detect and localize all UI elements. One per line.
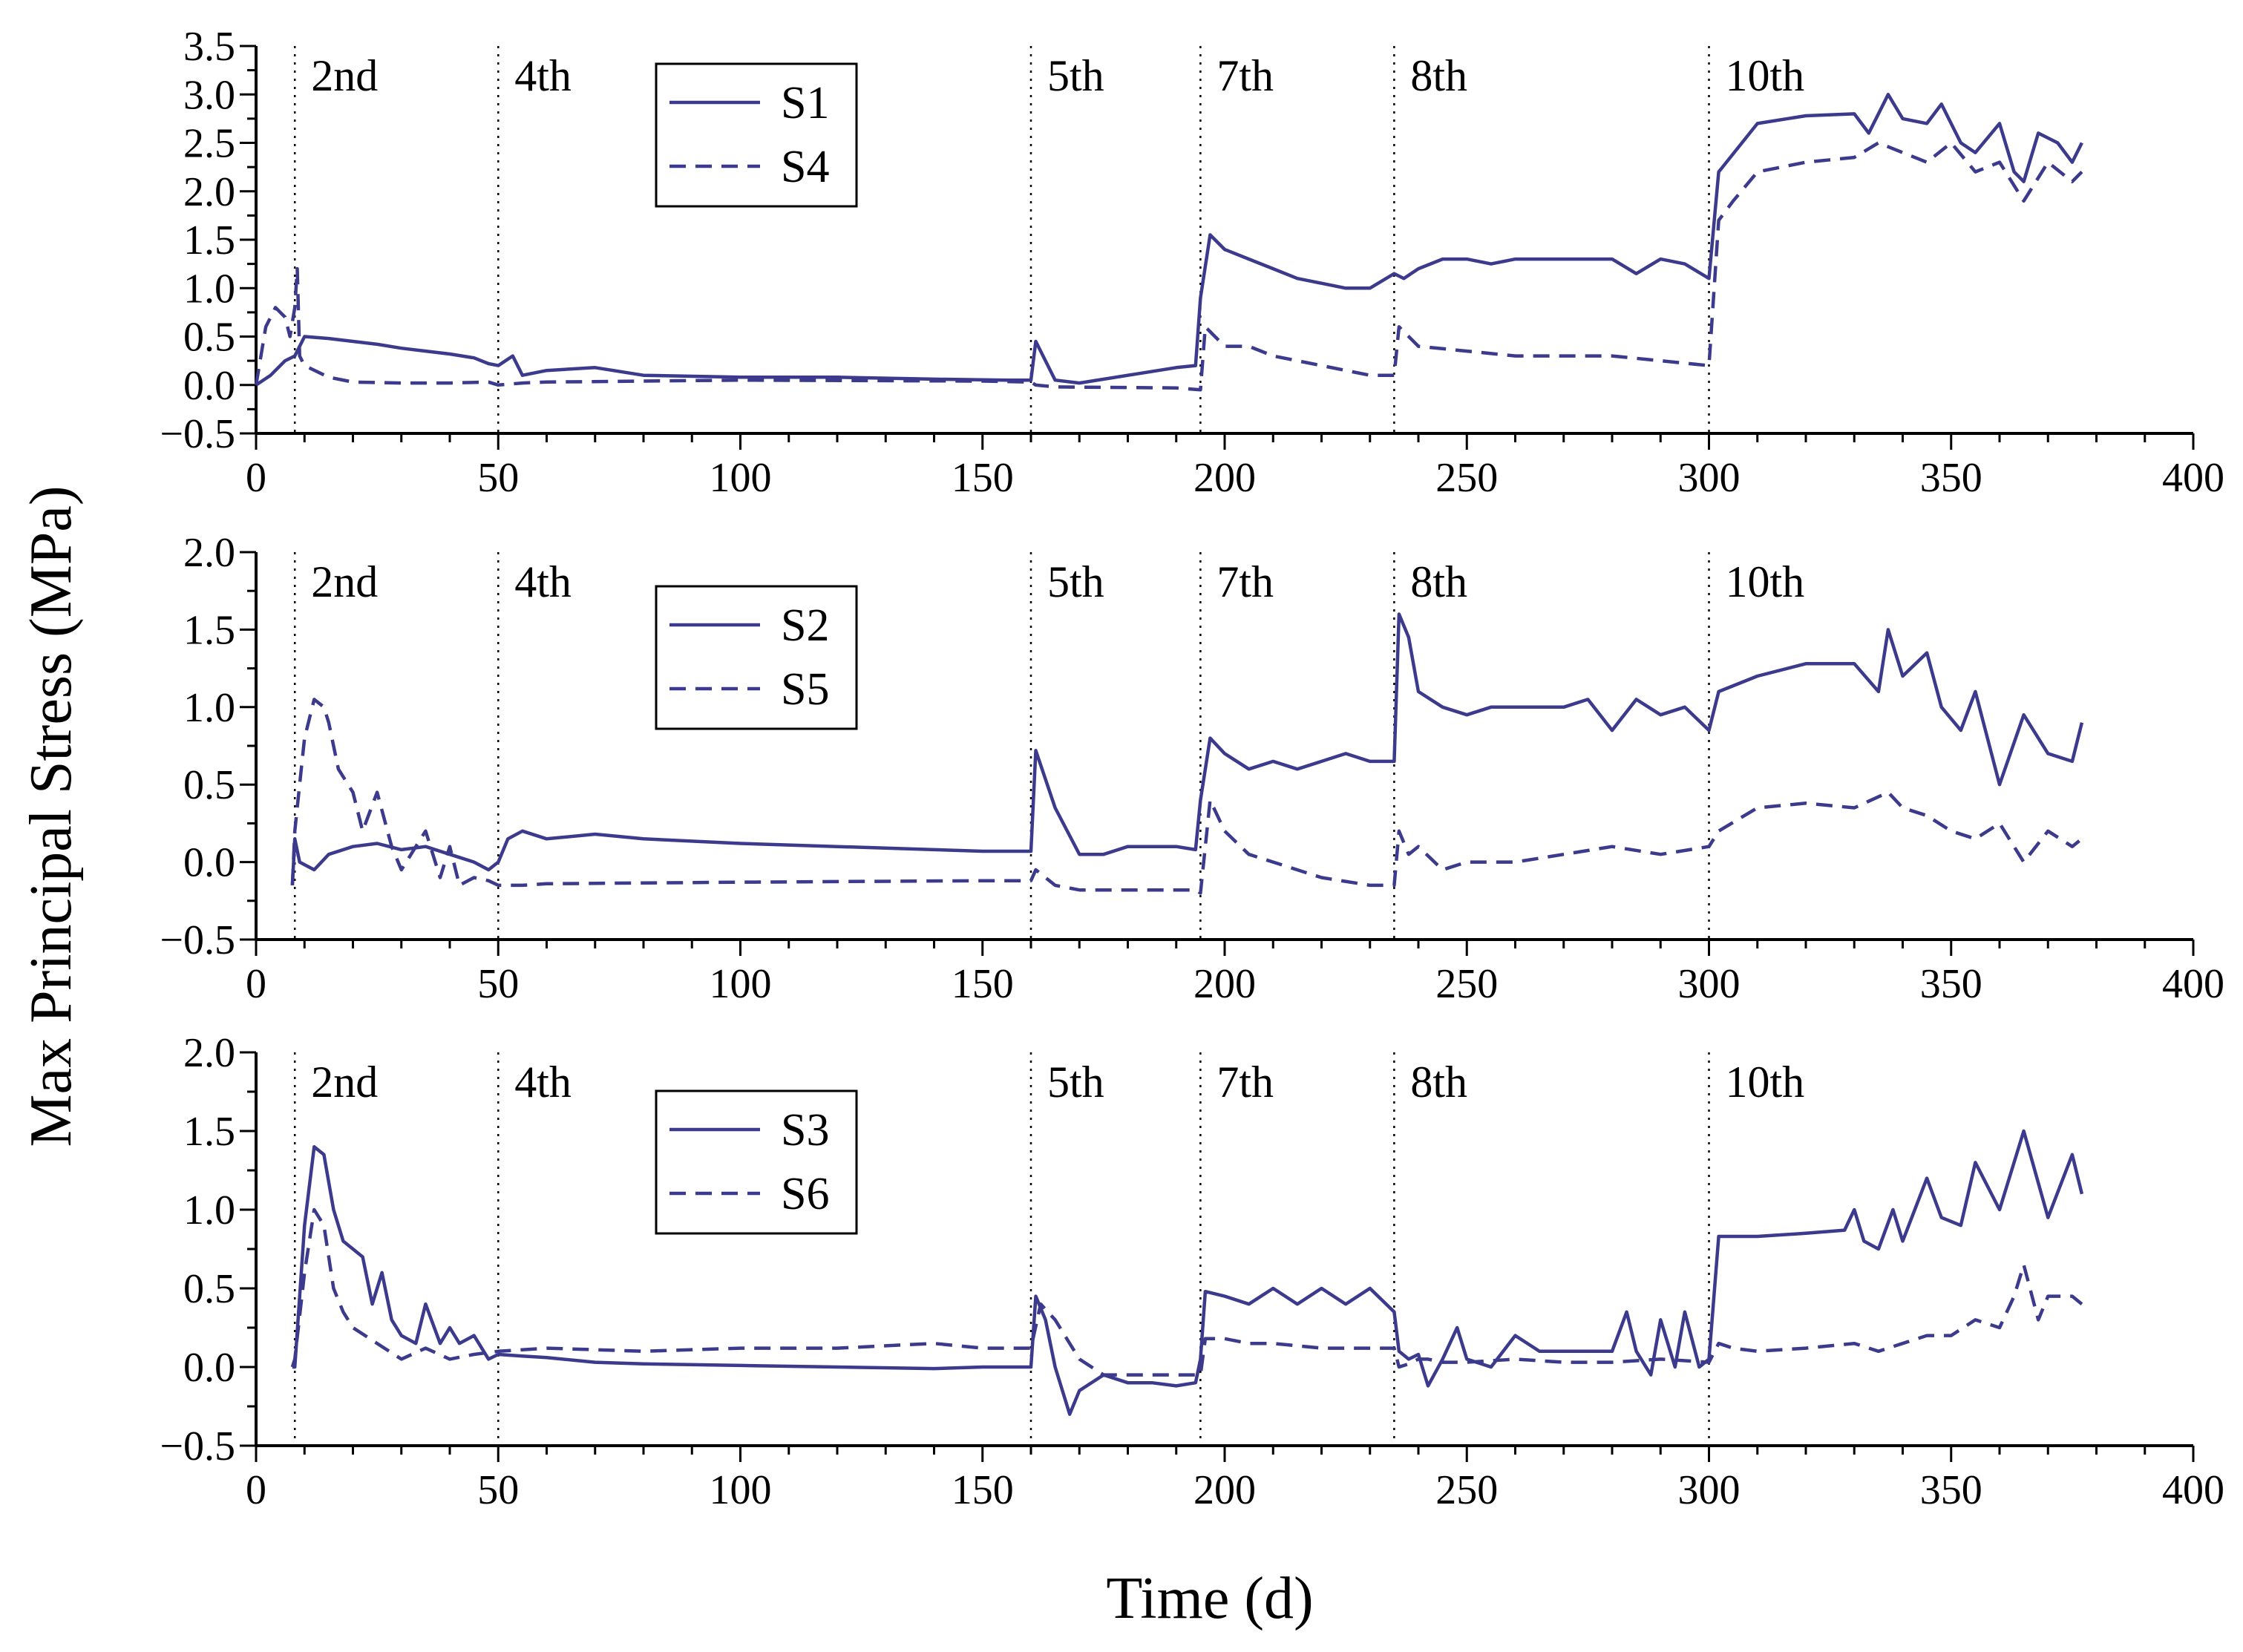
stage-label: 8th: [1410, 1058, 1467, 1107]
y-tick-label: 1.5: [183, 217, 235, 263]
y-tick-label: 0.0: [183, 1345, 235, 1391]
y-tick-label: 1.0: [183, 1187, 235, 1233]
y-tick-label: 1.0: [183, 685, 235, 731]
stage-label: 10th: [1726, 557, 1805, 606]
stage-label: 4th: [514, 51, 572, 100]
y-tick-label: 1.0: [183, 266, 235, 312]
stage-label: 10th: [1726, 1058, 1805, 1107]
y-tick-label: 2.5: [183, 121, 235, 167]
stage-label: 8th: [1410, 51, 1467, 100]
legend-label-S3: S3: [781, 1105, 829, 1156]
y-tick-label: 1.5: [183, 1109, 235, 1155]
x-tick-label: 400: [2162, 1467, 2224, 1513]
stage-label: 10th: [1726, 51, 1805, 100]
stage-label: 2nd: [311, 51, 378, 100]
x-tick-label: 400: [2162, 961, 2224, 1007]
x-tick-label: 50: [477, 1467, 519, 1513]
x-tick-label: 200: [1193, 1467, 1256, 1513]
x-tick-label: 0: [246, 961, 266, 1007]
x-tick-label: 50: [477, 961, 519, 1007]
x-tick-label: 350: [1920, 1467, 1982, 1513]
legend-label-S6: S6: [781, 1169, 829, 1219]
y-tick-label: 2.0: [183, 1030, 235, 1076]
x-tick-label: 350: [1920, 455, 1982, 501]
series-line-S5: [290, 698, 2083, 895]
y-tick-label: 0.0: [183, 363, 235, 409]
legend-label-S2: S2: [781, 600, 829, 651]
legend-box: [655, 1089, 858, 1235]
x-tick-label: 150: [952, 1467, 1014, 1513]
stage-label: 7th: [1217, 1058, 1274, 1107]
x-tick-label: 250: [1435, 1467, 1498, 1513]
y-tick-label: 1.5: [183, 607, 235, 653]
stage-label: 4th: [514, 557, 572, 606]
chart-panel-top: 0 50 100 150 200 250 300 350 400 −0.50.00.51.01.5…: [160, 24, 2224, 501]
x-tick-label: 400: [2162, 455, 2224, 501]
series-line-S3: [292, 1129, 2084, 1416]
stage-label: 5th: [1047, 557, 1104, 606]
series-line-S4: [254, 141, 2083, 392]
legend-label-S4: S4: [781, 142, 829, 192]
series-line-S2: [290, 612, 2084, 886]
x-tick-label: 150: [952, 961, 1014, 1007]
x-tick-label: 100: [710, 961, 772, 1007]
x-tick-label: 350: [1920, 961, 1982, 1007]
stage-label: 5th: [1047, 51, 1104, 100]
x-tick-label: 100: [710, 455, 772, 501]
y-tick-label: 2.0: [183, 169, 235, 215]
x-tick-label: 300: [1678, 455, 1741, 501]
stage-label: 2nd: [311, 557, 378, 606]
y-tick-label: 3.0: [183, 72, 235, 118]
y-tick-label: 0.5: [183, 1266, 235, 1312]
legend-box: [655, 62, 858, 208]
stage-label: 5th: [1047, 1058, 1104, 1107]
x-tick-label: 100: [710, 1467, 772, 1513]
x-tick-label: 150: [952, 455, 1014, 501]
legend-box: [655, 585, 858, 730]
stage-label: 4th: [514, 1058, 572, 1107]
panels: 0 50 100 150 200 250 300 350 400−0.50.00.51.01.5…: [160, 24, 2224, 1513]
chart-panel-middle: 0 50 100 150 200 250 300 350 400 −0.5 0.0 0.5 1.0 1.5…: [160, 530, 2224, 1007]
series-line-S6: [290, 1207, 2083, 1377]
x-tick-label: 300: [1678, 1467, 1741, 1513]
stage-label: 7th: [1217, 557, 1274, 606]
x-tick-label: 50: [477, 455, 519, 501]
x-tick-label: 200: [1193, 961, 1256, 1007]
series-line-S1: [255, 93, 2083, 387]
legend-label-S1: S1: [781, 78, 829, 128]
y-tick-label: 2.0: [183, 530, 235, 576]
y-tick-label: 0.5: [183, 315, 235, 361]
x-tick-label: 300: [1678, 961, 1741, 1007]
stage-label: 7th: [1217, 51, 1274, 100]
x-tick-label: 250: [1435, 961, 1498, 1007]
x-tick-label: 0: [246, 455, 266, 501]
y-tick-label: −0.5: [160, 1423, 235, 1469]
y-tick-label: −0.5: [160, 411, 235, 457]
x-tick-label: 0: [246, 1467, 266, 1513]
chart-panel-bottom: 0 50 100 150 200 250 300 350 400 −0.5 0.0 0.5 1.0 1.5…: [160, 1030, 2224, 1513]
stage-label: 8th: [1410, 557, 1467, 606]
y-tick-label: −0.5: [160, 917, 235, 963]
y-tick-label: 0.0: [183, 840, 235, 886]
y-axis-title: Max Principal Stress (MPa): [19, 485, 84, 1147]
x-axis-title: Time (d): [1106, 1566, 1313, 1631]
y-tick-label: 0.5: [183, 762, 235, 808]
x-tick-label: 250: [1435, 455, 1498, 501]
y-tick-label: 3.5: [183, 24, 235, 70]
stage-label: 2nd: [311, 1058, 378, 1107]
x-tick-label: 200: [1193, 455, 1256, 501]
legend-label-S5: S5: [781, 664, 829, 715]
